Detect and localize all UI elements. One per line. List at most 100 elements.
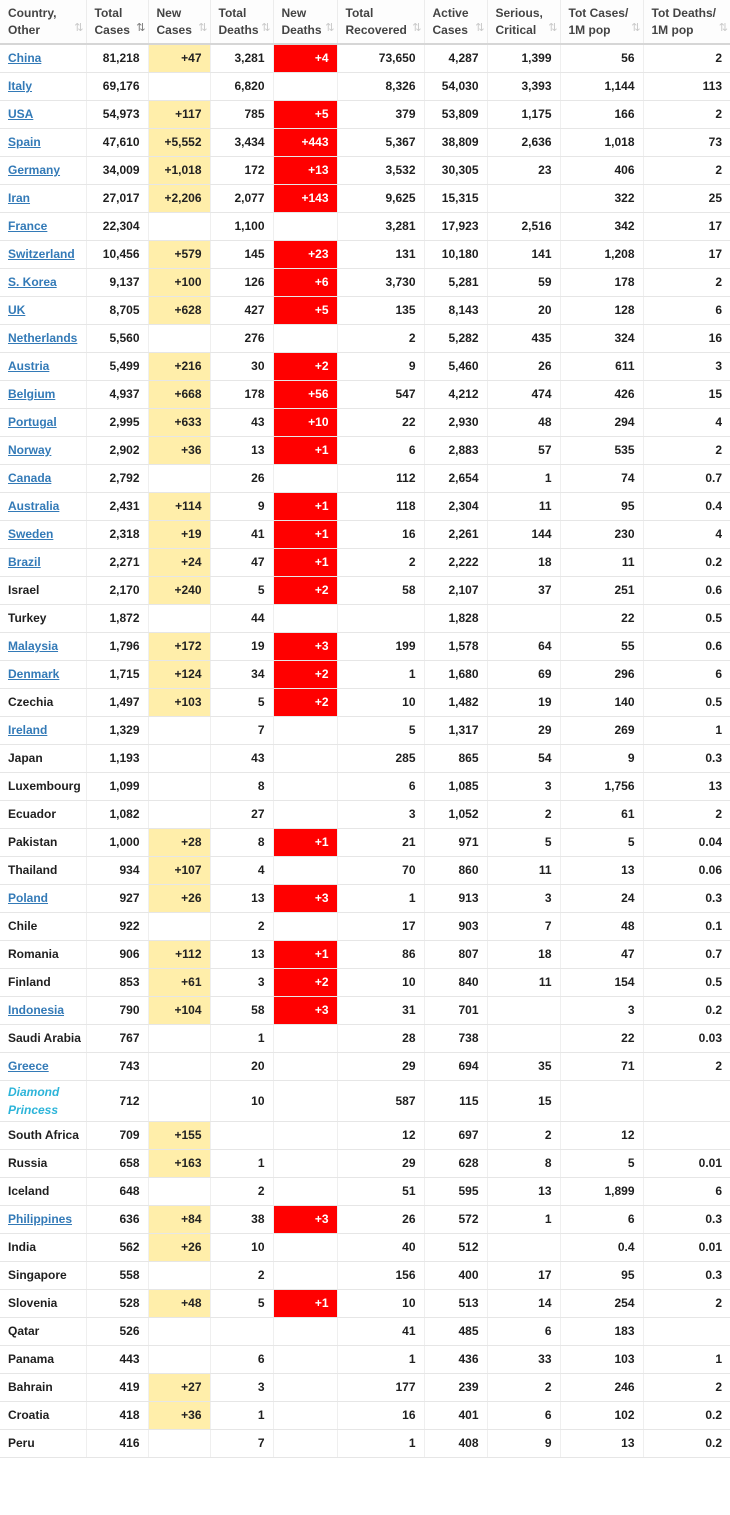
cell-serious_critical: 26 (487, 352, 561, 381)
cell-cases_per_1m: 342 (560, 212, 644, 241)
column-header-total_deaths[interactable]: Total Deaths ⇅ (210, 0, 274, 45)
cell-deaths_per_1m: 0.4 (643, 492, 730, 521)
cell-cases_per_1m: 95 (560, 1261, 644, 1290)
country-link[interactable]: Switzerland (8, 247, 75, 261)
cell-total_recovered: 2 (337, 324, 425, 353)
cell-total_deaths: 2 (210, 1177, 274, 1206)
cell-new_deaths: +443 (273, 128, 338, 157)
column-header-country[interactable]: Country, Other ⇅ (0, 0, 87, 45)
cell-cases_per_1m: 296 (560, 660, 644, 689)
cell-total_deaths: 41 (210, 520, 274, 549)
country-link[interactable]: Sweden (8, 527, 54, 541)
cell-serious_critical: 59 (487, 268, 561, 297)
cell-cases_per_1m: 55 (560, 632, 644, 661)
cell-new_deaths: +2 (273, 660, 338, 689)
country-link[interactable]: Italy (8, 79, 33, 93)
country-link[interactable]: Greece (8, 1059, 49, 1073)
column-header-total_cases[interactable]: Total Cases ⇅ (86, 0, 149, 45)
country-label: Qatar (8, 1324, 40, 1338)
column-header-label-line: New (156, 6, 182, 21)
cell-new_deaths (273, 1177, 338, 1206)
cell-serious_critical: 2 (487, 1121, 561, 1150)
country-link[interactable]: Canada (8, 471, 52, 485)
cell-active_cases: 1,828 (424, 604, 488, 633)
country-cell: Iran (0, 184, 87, 213)
table-header-row: Country, Other ⇅ Total Cases ⇅ New Cases ⇅ Total D… (0, 0, 730, 45)
cell-total_recovered: 10 (337, 968, 425, 997)
column-header-deaths_per_1m[interactable]: Tot Deaths/1M pop ⇅ (643, 0, 730, 45)
cell-new_deaths: +13 (273, 156, 338, 185)
cell-deaths_per_1m: 13 (643, 772, 730, 801)
column-header-new_cases[interactable]: New Cases ⇅ (148, 0, 211, 45)
cell-total_deaths: 7 (210, 1429, 274, 1458)
cell-total_cases: 2,170 (86, 576, 149, 605)
country-link[interactable]: Denmark (8, 667, 60, 681)
cell-new_deaths: +1 (273, 1289, 338, 1318)
country-link[interactable]: Poland (8, 891, 49, 905)
country-link[interactable]: Germany (8, 163, 61, 177)
country-link[interactable]: Brazil (8, 555, 41, 569)
table-row: Peru 416 7 1 408 9 13 0.2 (0, 1429, 730, 1458)
country-link[interactable]: Austria (8, 359, 50, 373)
cell-new_deaths: +2 (273, 352, 338, 381)
column-header-cases_per_1m[interactable]: Tot Cases/1M pop ⇅ (560, 0, 644, 45)
cell-new_cases: +112 (148, 940, 211, 969)
country-link[interactable]: Australia (8, 499, 60, 513)
column-header-active_cases[interactable]: Active Cases ⇅ (424, 0, 488, 45)
country-link[interactable]: Norway (8, 443, 52, 457)
cell-total_deaths: 1 (210, 1401, 274, 1430)
country-link[interactable]: Ireland (8, 723, 48, 737)
table-row: Pakistan 1,000 +28 8 +1 21 971 5 5 0.04 (0, 828, 730, 857)
country-label: Pakistan (8, 835, 58, 849)
cell-total_deaths: 172 (210, 156, 274, 185)
cell-new_deaths: +4 (273, 44, 338, 73)
country-link[interactable]: USA (8, 107, 34, 121)
cell-deaths_per_1m: 2 (643, 156, 730, 185)
country-link[interactable]: Belgium (8, 387, 56, 401)
country-cell: India (0, 1233, 87, 1262)
cell-active_cases: 694 (424, 1052, 488, 1081)
country-link[interactable]: China (8, 51, 42, 66)
country-link[interactable]: Portugal (8, 415, 57, 429)
country-link[interactable]: France (8, 219, 48, 233)
column-header-serious_critical[interactable]: Serious, Critical ⇅ (487, 0, 561, 45)
cell-serious_critical: 2,636 (487, 128, 561, 157)
cell-new_deaths: +143 (273, 184, 338, 213)
cell-active_cases: 54,030 (424, 72, 488, 101)
cell-new_deaths: +1 (273, 436, 338, 465)
country-link[interactable]: Malaysia (8, 639, 59, 653)
column-header-label-line: Country, (8, 6, 57, 21)
cell-total_recovered: 6 (337, 772, 425, 801)
cell-total_deaths: 26 (210, 464, 274, 493)
cell-active_cases: 5,281 (424, 268, 488, 297)
cell-total_recovered: 379 (337, 100, 425, 129)
country-link[interactable]: Iran (8, 191, 31, 205)
table-row: Malaysia 1,796 +172 19 +3 199 1,578 64 55 0.6 (0, 632, 730, 661)
cell-deaths_per_1m: 6 (643, 296, 730, 325)
column-header-label-line: Total (94, 6, 123, 21)
country-link[interactable]: Netherlands (8, 331, 78, 345)
cell-cases_per_1m: 22 (560, 1024, 644, 1053)
cell-cases_per_1m: 535 (560, 436, 644, 465)
country-label: Ecuador (8, 807, 57, 821)
country-link[interactable]: S. Korea (8, 275, 57, 289)
cell-total_deaths: 43 (210, 408, 274, 437)
cell-cases_per_1m: 102 (560, 1401, 644, 1430)
cell-active_cases: 17,923 (424, 212, 488, 241)
cell-active_cases: 15,315 (424, 184, 488, 213)
country-link[interactable]: UK (8, 303, 26, 317)
cell-cases_per_1m: 6 (560, 1205, 644, 1234)
cell-serious_critical: 144 (487, 520, 561, 549)
cell-new_deaths (273, 1024, 338, 1053)
cell-total_cases: 9,137 (86, 268, 149, 297)
table-row: Australia 2,431 +114 9 +1 118 2,304 11 95 0.4 (0, 492, 730, 521)
country-label: Bahrain (8, 1380, 53, 1394)
country-link[interactable]: Indonesia (8, 1003, 65, 1017)
table-row: Diamond Princess 712 10 587 115 15 (0, 1080, 730, 1122)
column-header-total_recovered[interactable]: Total Recovered ⇅ (337, 0, 425, 45)
column-header-new_deaths[interactable]: New Deaths ⇅ (273, 0, 338, 45)
cell-active_cases: 10,180 (424, 240, 488, 269)
country-cell: Israel (0, 576, 87, 605)
country-link[interactable]: Philippines (8, 1212, 73, 1226)
country-link[interactable]: Spain (8, 135, 41, 149)
